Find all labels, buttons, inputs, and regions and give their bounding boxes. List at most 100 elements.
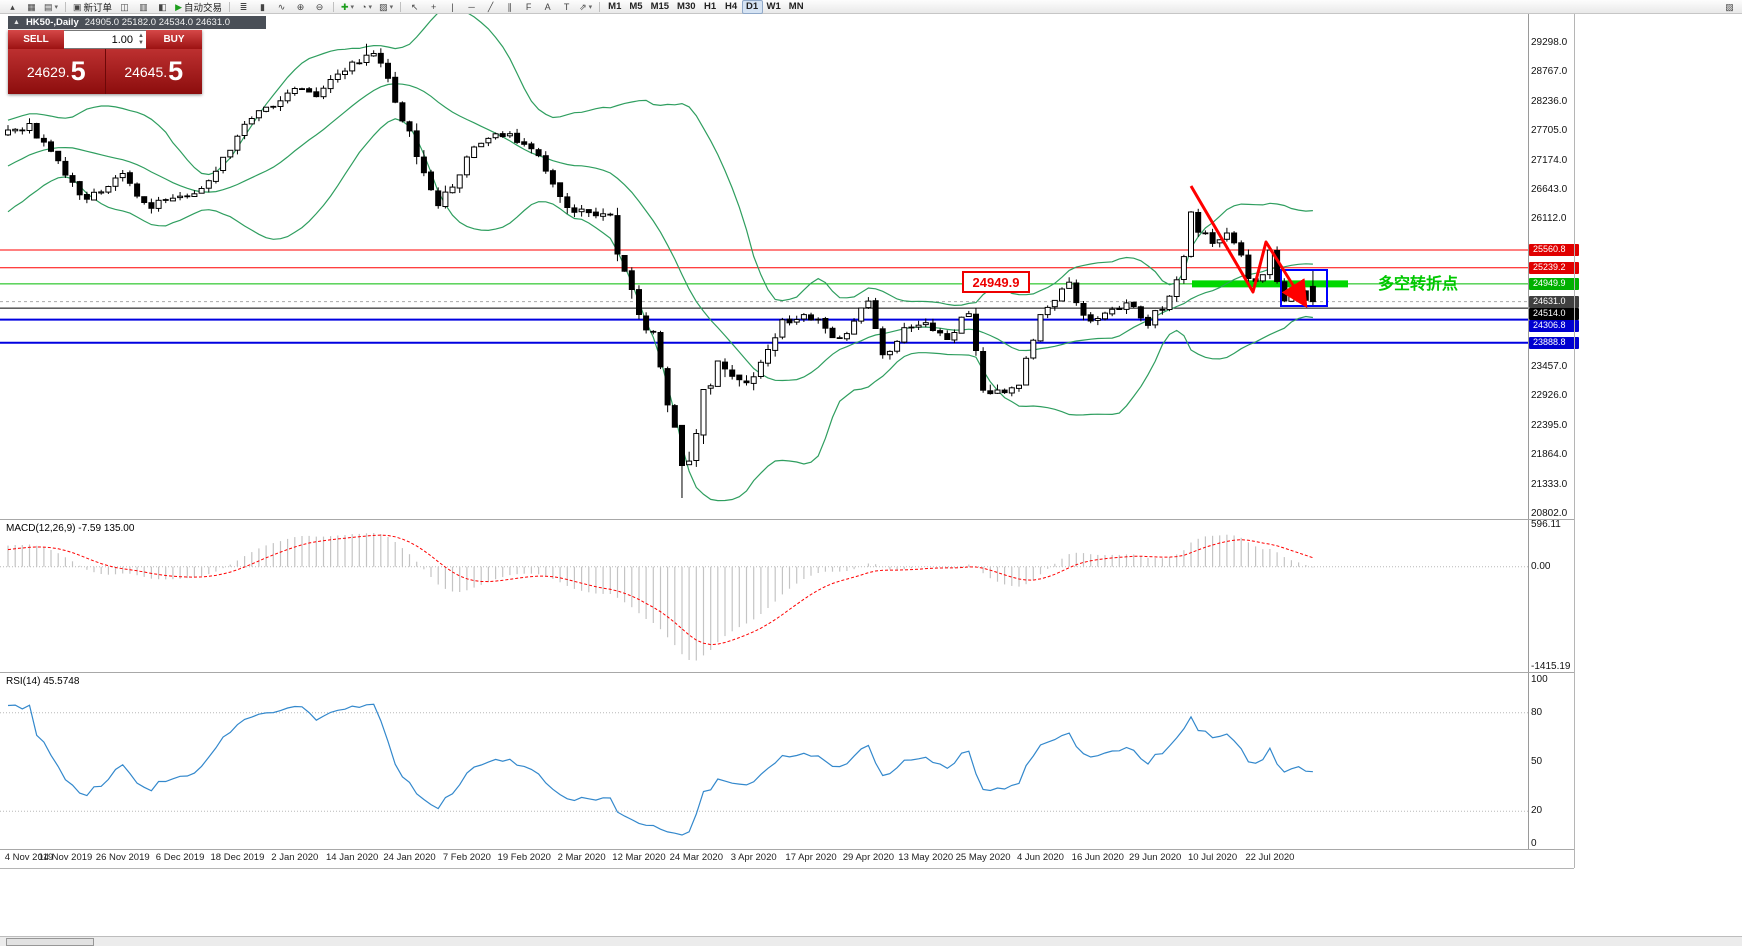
tf-m1-label: M1 [608, 1, 622, 12]
new-order-label: 新订单 [83, 2, 113, 14]
tf-h1-button[interactable]: H1 [700, 0, 721, 14]
indicators-button[interactable]: ✚ ▾ [338, 0, 357, 14]
crosshair-icon: + [430, 1, 437, 12]
rsi-indicator-header: RSI(14) 45.5748 [6, 676, 80, 687]
zoom-in-icon: ⊕ [296, 1, 305, 12]
zoom-in-button[interactable]: ⊕ [291, 0, 310, 14]
maximize-button[interactable]: ▴ [3, 0, 22, 14]
cursor-icon: ↖ [410, 1, 419, 12]
sell-price-button[interactable]: 24629. 5 [8, 49, 106, 94]
toolbar-separator [333, 1, 334, 12]
bars-mode-button[interactable]: ≣ [234, 0, 253, 14]
volume-field: ▲▼ [64, 30, 146, 49]
data-window-button[interactable]: ▥ [134, 0, 153, 14]
tf-m5-label: M5 [629, 1, 643, 12]
collapse-icon[interactable]: ▲ [13, 19, 20, 26]
market-watch-icon: ◫ [120, 1, 129, 12]
tf-m30-button[interactable]: M30 [673, 0, 699, 14]
volume-input[interactable] [64, 31, 146, 48]
buy-price-button[interactable]: 24645. 5 [105, 49, 202, 94]
vertical-line-button[interactable]: | [443, 0, 462, 14]
horizontal-line-icon: ─ [468, 1, 475, 12]
new-order-icon: ▣ [73, 1, 82, 12]
chart-ohlc-values: 24905.0 25182.0 24534.0 24631.0 [84, 17, 231, 28]
zoom-out-button[interactable]: ⊖ [310, 0, 329, 14]
bars-mode-icon: ≣ [239, 1, 248, 12]
time-axis-line [0, 849, 1574, 850]
autotrading-icon: ▶ [175, 1, 182, 12]
line-mode-icon: ∿ [277, 1, 286, 12]
sell-price-big-digit: 5 [70, 56, 86, 86]
status-bar [0, 936, 1742, 946]
tf-mn-button[interactable]: MN [785, 0, 808, 14]
navigator-button[interactable]: ◧ [153, 0, 172, 14]
new-chart-button[interactable]: ▦ [22, 0, 41, 14]
vertical-line-icon: | [451, 1, 454, 12]
equidistant-channel-icon: ∥ [507, 1, 512, 12]
buy-price-big-digit: 5 [168, 56, 184, 86]
price-axis-separator [1528, 14, 1529, 849]
autotrading-button[interactable]: ▶ 自动交易 [172, 0, 225, 14]
tf-m5-button[interactable]: M5 [625, 0, 646, 14]
toolbar-separator [229, 1, 230, 12]
candles-mode-button[interactable]: ▮ [253, 0, 272, 14]
new-order-button[interactable]: ▣ 新订单 [70, 0, 115, 14]
tf-m1-button[interactable]: M1 [604, 0, 625, 14]
caret-down-icon: ▾ [389, 3, 394, 11]
cursor-button[interactable]: ↖ [405, 0, 424, 14]
spinner-up-icon[interactable]: ▲ [138, 33, 144, 39]
arrows-button[interactable]: ⇗ ▾ [576, 0, 595, 14]
arrows-icon: ⇗ [579, 1, 587, 12]
line-mode-button[interactable]: ∿ [272, 0, 291, 14]
sell-price-main: 24629. [26, 63, 70, 80]
periods-icon: ◔ [361, 1, 367, 12]
zoom-out-icon: ⊖ [315, 1, 324, 12]
macd-panel-splitter[interactable] [0, 519, 1574, 520]
crosshair-button[interactable]: + [424, 0, 443, 14]
data-window-icon: ▥ [139, 1, 148, 12]
turning-point-annotation[interactable]: 多空转折点 [1378, 276, 1459, 293]
tf-h4-button[interactable]: H4 [721, 0, 742, 14]
toolbar-right-group: ▨ [1720, 0, 1739, 14]
indicators-icon: ✚ [341, 1, 349, 12]
tf-d1-button[interactable]: D1 [741, 0, 763, 14]
tf-m30-label: M30 [677, 1, 696, 12]
horizontal-scrollbar-thumb[interactable] [6, 938, 94, 946]
one-click-trading-panel: SELL ▲▼ BUY 24629.5 24645.5 [8, 30, 202, 94]
tf-w1-button[interactable]: W1 [763, 0, 785, 14]
text-label-button[interactable]: T [557, 0, 576, 14]
macd-indicator-header: MACD(12,26,9) -7.59 135.00 [6, 523, 135, 534]
tf-h1-label: H1 [703, 1, 717, 12]
market-watch-button[interactable]: ◫ [115, 0, 134, 14]
volume-spinner[interactable]: ▲ ▼ [138, 33, 144, 47]
tf-m15-label: M15 [650, 1, 670, 12]
main-toolbar: ▴ ▦ ▤ ▾ ▣ 新订单 ◫ ▥ ◧ ▶ 自动交易 ≣ ▮ ∿ ⊕ ⊖ ✚ ▾ ◔ ▾ ▨ ▾ ↖ + | ─ ╱ ∥ F A T ⇗ ▾ M1… [0, 0, 1742, 14]
candles-mode-icon: ▮ [260, 1, 265, 12]
chart-window-right-border [1574, 14, 1575, 868]
spinner-down-icon[interactable]: ▼ [138, 40, 144, 46]
tf-d1-label: D1 [745, 1, 759, 12]
tf-m15-button[interactable]: M15 [647, 0, 673, 14]
horizontal-line-button[interactable]: ─ [462, 0, 481, 14]
docking-button[interactable]: ▨ [1720, 0, 1739, 14]
trendline-button[interactable]: ╱ [481, 0, 500, 14]
chart-symbol-period: HK50-,Daily [25, 17, 79, 28]
rsi-panel-splitter[interactable] [0, 672, 1574, 673]
equidistant-channel-button[interactable]: ∥ [500, 0, 519, 14]
tf-w1-label: W1 [766, 1, 781, 12]
support-price-annotation[interactable]: 24949.9 [962, 271, 1030, 293]
toolbar-separator [599, 1, 601, 12]
fibonacci-icon: F [525, 1, 532, 12]
trendline-icon: ╱ [487, 1, 494, 12]
templates-button[interactable]: ▨ ▾ [376, 0, 396, 14]
sell-button[interactable]: SELL [8, 30, 64, 49]
caret-down-icon: ▾ [350, 3, 355, 11]
fibonacci-button[interactable]: F [519, 0, 538, 14]
profiles-button[interactable]: ▤ ▾ [41, 0, 61, 14]
periods-button[interactable]: ◔ ▾ [357, 0, 376, 14]
chart-window-title[interactable]: ▲ HK50-,Daily 24905.0 25182.0 24534.0 24… [8, 16, 266, 29]
text-button[interactable]: A [538, 0, 557, 14]
buy-button[interactable]: BUY [146, 30, 202, 49]
